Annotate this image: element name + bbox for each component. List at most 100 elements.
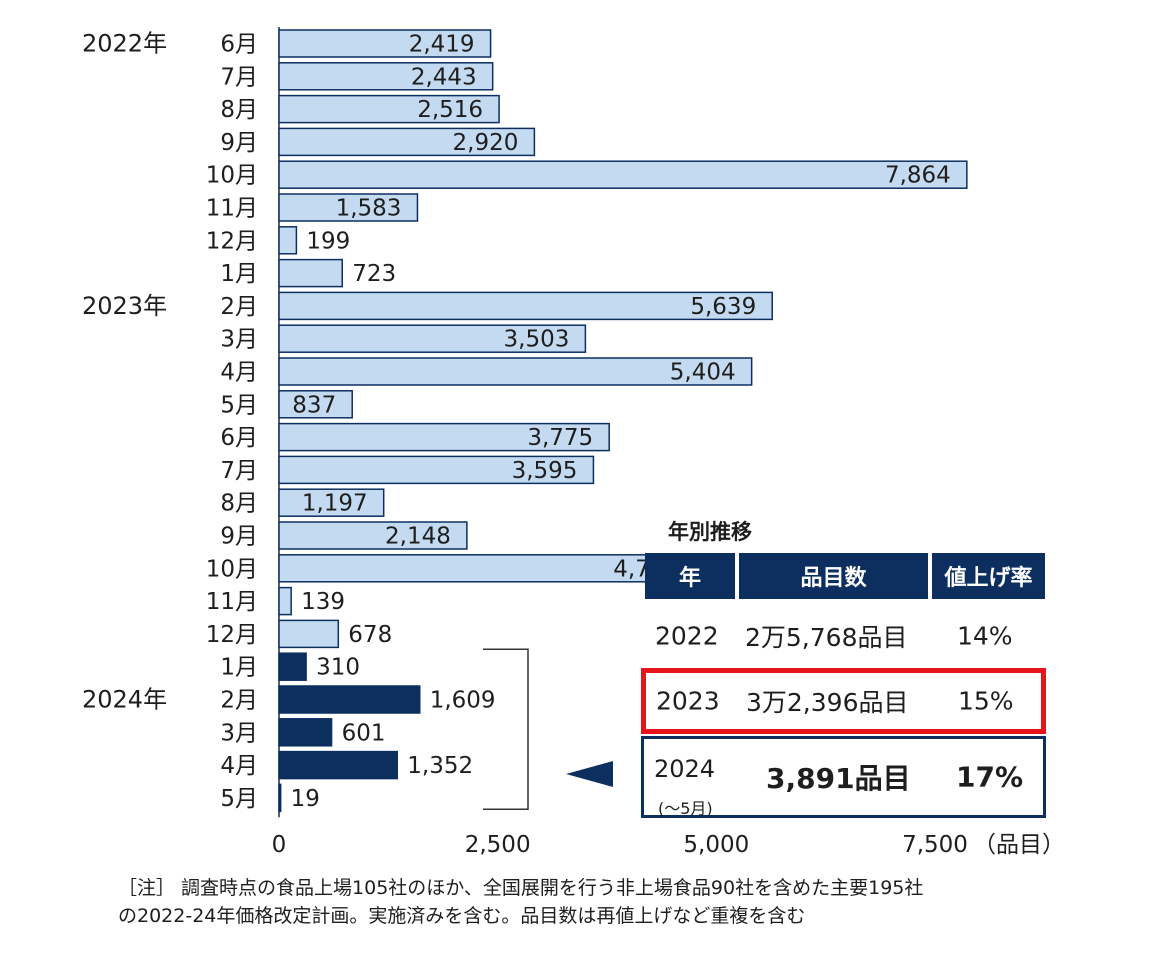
month-label: 8月 <box>220 491 258 517</box>
bar <box>278 127 536 157</box>
month-label: 9月 <box>220 130 258 156</box>
value-label: 1,583 <box>336 196 402 222</box>
year-label: 2023年 <box>82 292 167 320</box>
footnote-line-2: の2022-24年価格改定計画。実施済みを含む。品目数は再値上げなど重複を含む <box>118 905 806 927</box>
value-label: 5,404 <box>670 360 736 386</box>
x-tick-label: 2,500 <box>465 832 531 858</box>
summary-year-sub: (～5月) <box>658 799 713 818</box>
bar <box>278 685 421 714</box>
bar <box>278 357 753 386</box>
bar <box>278 390 353 419</box>
summary-row-2022: 2022 2万5,768品目 14% <box>645 604 1045 668</box>
month-label: 2月 <box>220 688 258 714</box>
value-label: 2,920 <box>453 130 519 156</box>
summary-header-items: 品目数 <box>739 553 928 599</box>
month-label: 5月 <box>220 392 258 418</box>
month-label: 11月 <box>206 589 258 615</box>
bar <box>278 193 419 222</box>
bracket-2024 <box>483 648 529 810</box>
bar <box>278 29 492 58</box>
month-label: 9月 <box>220 524 258 550</box>
value-label: 1,609 <box>430 688 496 714</box>
bar <box>278 422 610 452</box>
bar <box>278 750 399 780</box>
summary-header-year: 年 <box>645 553 735 599</box>
summary-rate: 15% <box>958 686 1014 716</box>
summary-items: 2万5,768品目 <box>745 623 908 652</box>
bar <box>278 718 333 747</box>
value-label: 310 <box>316 655 360 681</box>
month-label: 10月 <box>206 163 258 189</box>
summary-row-2023: 2023 3万2,396品目 15% <box>641 668 1046 734</box>
value-label: 1,197 <box>302 491 368 517</box>
value-label: 199 <box>306 228 350 254</box>
value-label: 2,516 <box>417 97 483 123</box>
x-tick-label: 7,500 <box>902 832 968 858</box>
value-label: 19 <box>291 786 320 812</box>
bar <box>278 324 587 353</box>
bar <box>278 521 468 550</box>
summary-year: 2022 <box>655 621 719 651</box>
summary-rate: 14% <box>957 621 1013 651</box>
month-label: 8月 <box>220 97 258 123</box>
value-label: 837 <box>292 392 336 418</box>
month-label: 5月 <box>220 786 258 812</box>
month-label: 3月 <box>220 327 258 353</box>
month-label: 6月 <box>220 425 258 451</box>
value-label: 2,443 <box>411 64 477 90</box>
summary-rate: 17% <box>956 760 1024 794</box>
month-label: 12月 <box>206 228 258 254</box>
bar <box>278 455 595 485</box>
summary-year: 2023 <box>656 686 720 716</box>
month-label: 4月 <box>220 753 258 779</box>
value-label: 5,639 <box>690 294 756 320</box>
bar <box>278 619 340 649</box>
summary-items: 3,891品目 <box>766 762 911 795</box>
month-label: 6月 <box>220 32 258 58</box>
summary-items: 3万2,396品目 <box>746 688 909 717</box>
month-label: 7月 <box>220 64 258 90</box>
bar <box>278 652 307 681</box>
month-label: 12月 <box>206 622 258 648</box>
month-label: 2月 <box>220 294 258 320</box>
summary-header-rate: 値上げ率 <box>932 553 1045 599</box>
pointer-triangle <box>566 761 613 787</box>
x-unit-label: （品目） <box>973 832 1065 858</box>
value-label: 3,503 <box>504 327 570 353</box>
bar <box>278 62 494 91</box>
month-label: 4月 <box>220 360 258 386</box>
value-label: 3,775 <box>527 425 593 451</box>
value-label: 601 <box>342 720 386 746</box>
month-label: 11月 <box>206 196 258 222</box>
footnote: ［注］ 調査時点の食品上場105社のほか、全国展開を行う非上場食品90社を含めた… <box>118 874 1078 930</box>
month-label: 7月 <box>220 458 258 484</box>
month-label: 10月 <box>206 556 258 582</box>
value-label: 2,148 <box>385 524 451 550</box>
bar <box>278 783 282 813</box>
bar <box>278 160 968 189</box>
bar <box>278 488 385 517</box>
bar <box>278 258 343 288</box>
bar <box>278 554 696 583</box>
value-label: 2,419 <box>409 32 475 58</box>
summary-title: 年別推移 <box>668 520 752 544</box>
x-tick-label: 5,000 <box>683 832 749 858</box>
summary-row-2024: 2024 (～5月) 3,891品目 17% <box>641 736 1046 818</box>
x-tick-label: 0 <box>272 832 287 858</box>
summary-year: 2024 <box>654 755 716 783</box>
year-label: 2022年 <box>82 30 167 58</box>
bar <box>278 586 292 616</box>
value-label: 139 <box>301 589 345 615</box>
bar <box>278 94 500 124</box>
value-label: 1,352 <box>407 753 473 779</box>
bar <box>278 291 773 321</box>
value-label: 723 <box>352 261 396 287</box>
value-label: 3,595 <box>512 458 578 484</box>
value-label: 678 <box>348 622 392 648</box>
bar <box>278 226 298 255</box>
month-label: 1月 <box>220 261 258 287</box>
value-label: 7,864 <box>885 163 951 189</box>
month-label: 1月 <box>220 655 258 681</box>
footnote-line-1: ［注］ 調査時点の食品上場105社のほか、全国展開を行う非上場食品90社を含めた… <box>118 877 924 899</box>
year-label: 2024年 <box>82 686 167 714</box>
